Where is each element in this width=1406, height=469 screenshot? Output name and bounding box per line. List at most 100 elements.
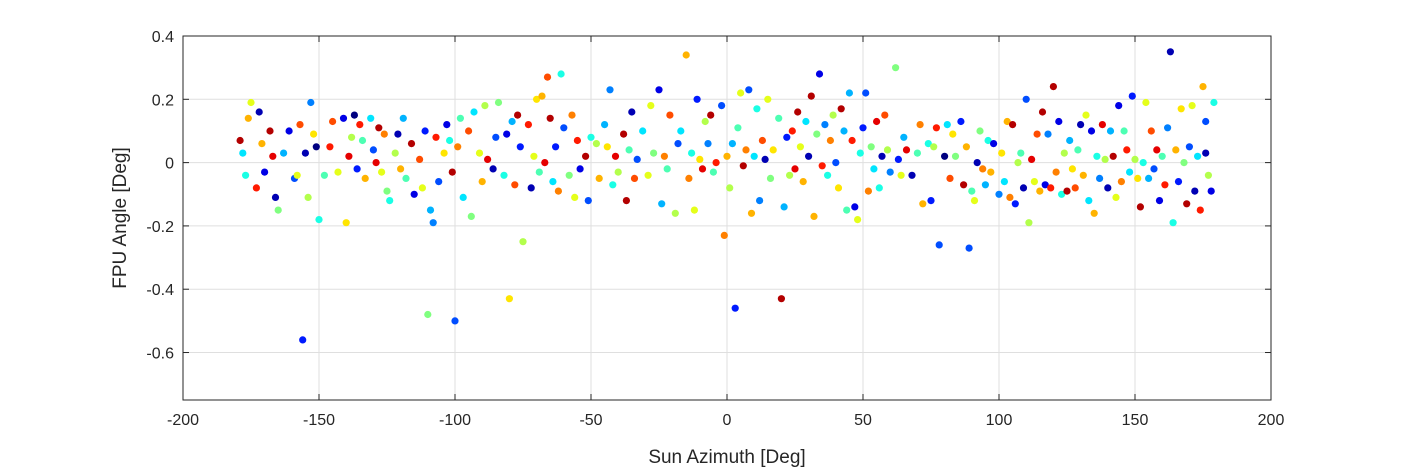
data-point — [995, 190, 1003, 198]
data-point — [867, 143, 875, 151]
data-point — [451, 317, 459, 325]
data-point — [1074, 146, 1082, 154]
data-point — [647, 102, 655, 110]
data-point — [367, 114, 375, 122]
x-tick-label: -150 — [303, 412, 335, 429]
data-point — [1174, 178, 1183, 186]
data-point — [777, 295, 786, 303]
data-point — [465, 127, 473, 135]
data-point — [565, 171, 573, 179]
data-point — [519, 238, 527, 246]
data-point — [990, 140, 998, 148]
data-point — [1166, 48, 1174, 56]
data-point — [247, 98, 255, 107]
data-point — [1096, 174, 1104, 182]
data-point — [769, 146, 777, 154]
data-point — [1177, 105, 1185, 113]
data-point — [1055, 117, 1063, 126]
data-point — [448, 168, 456, 176]
data-point — [1098, 121, 1106, 129]
data-point — [407, 140, 416, 148]
data-point — [660, 152, 669, 160]
data-point — [712, 159, 720, 167]
data-point — [799, 178, 807, 186]
data-point — [383, 187, 391, 195]
data-point — [856, 149, 864, 157]
data-point — [478, 178, 486, 186]
data-point — [1071, 184, 1079, 192]
data-point — [723, 152, 731, 160]
data-point — [1145, 174, 1153, 182]
data-point — [960, 181, 968, 189]
data-point — [998, 149, 1006, 157]
data-point — [862, 89, 870, 97]
data-point — [802, 117, 810, 126]
data-point — [511, 181, 519, 189]
data-point — [1150, 165, 1158, 173]
data-point — [873, 117, 881, 126]
data-point — [984, 136, 992, 145]
data-point — [592, 140, 601, 148]
data-point — [1066, 136, 1074, 145]
data-point — [1079, 171, 1087, 179]
data-point — [310, 130, 318, 138]
data-point — [886, 168, 894, 176]
data-point — [1207, 187, 1215, 195]
data-point — [625, 146, 633, 154]
data-point — [674, 140, 682, 148]
data-point — [829, 111, 837, 119]
data-point — [1115, 102, 1123, 110]
data-point — [864, 187, 873, 195]
data-point — [320, 171, 328, 179]
data-point — [628, 108, 636, 116]
data-point — [1202, 149, 1210, 157]
data-point — [1077, 121, 1085, 129]
data-point — [791, 165, 799, 173]
x-tick-labels: -200 -150 -100 -50 0 50 100 150 200 — [167, 412, 1284, 429]
data-point — [426, 206, 435, 214]
x-tick-label: 150 — [1122, 412, 1149, 429]
data-point — [315, 216, 323, 224]
data-point — [897, 171, 905, 179]
data-point — [1139, 159, 1147, 167]
data-point — [402, 174, 410, 182]
data-point — [1117, 178, 1125, 186]
data-point — [1210, 98, 1218, 107]
data-point — [372, 159, 380, 167]
data-point — [296, 121, 304, 129]
data-point — [467, 212, 475, 220]
data-point — [535, 168, 543, 176]
data-point — [494, 98, 503, 107]
data-point — [339, 114, 348, 122]
data-point — [932, 124, 941, 132]
data-point — [796, 143, 805, 151]
data-point — [734, 124, 742, 132]
data-point — [881, 111, 889, 119]
data-point — [1191, 187, 1199, 195]
data-point — [378, 168, 386, 176]
data-point — [870, 165, 878, 173]
data-point — [541, 159, 549, 167]
data-point — [745, 86, 753, 94]
data-point — [456, 114, 464, 122]
data-point — [236, 136, 244, 145]
data-point — [1161, 181, 1169, 189]
data-point — [968, 187, 976, 195]
data-point — [440, 149, 448, 157]
data-point — [1036, 187, 1044, 195]
data-point — [962, 143, 971, 151]
data-point — [851, 203, 859, 211]
data-point — [780, 203, 788, 211]
data-point — [459, 193, 467, 201]
data-point — [1017, 149, 1025, 157]
data-point — [258, 140, 266, 148]
data-point — [280, 149, 288, 157]
data-point — [671, 209, 679, 217]
y-tick-label: 0.2 — [152, 92, 174, 109]
data-point — [810, 212, 818, 220]
data-point — [698, 165, 707, 173]
data-point — [386, 197, 394, 205]
data-point — [658, 200, 666, 208]
data-point — [543, 73, 552, 81]
data-point — [1058, 190, 1066, 198]
